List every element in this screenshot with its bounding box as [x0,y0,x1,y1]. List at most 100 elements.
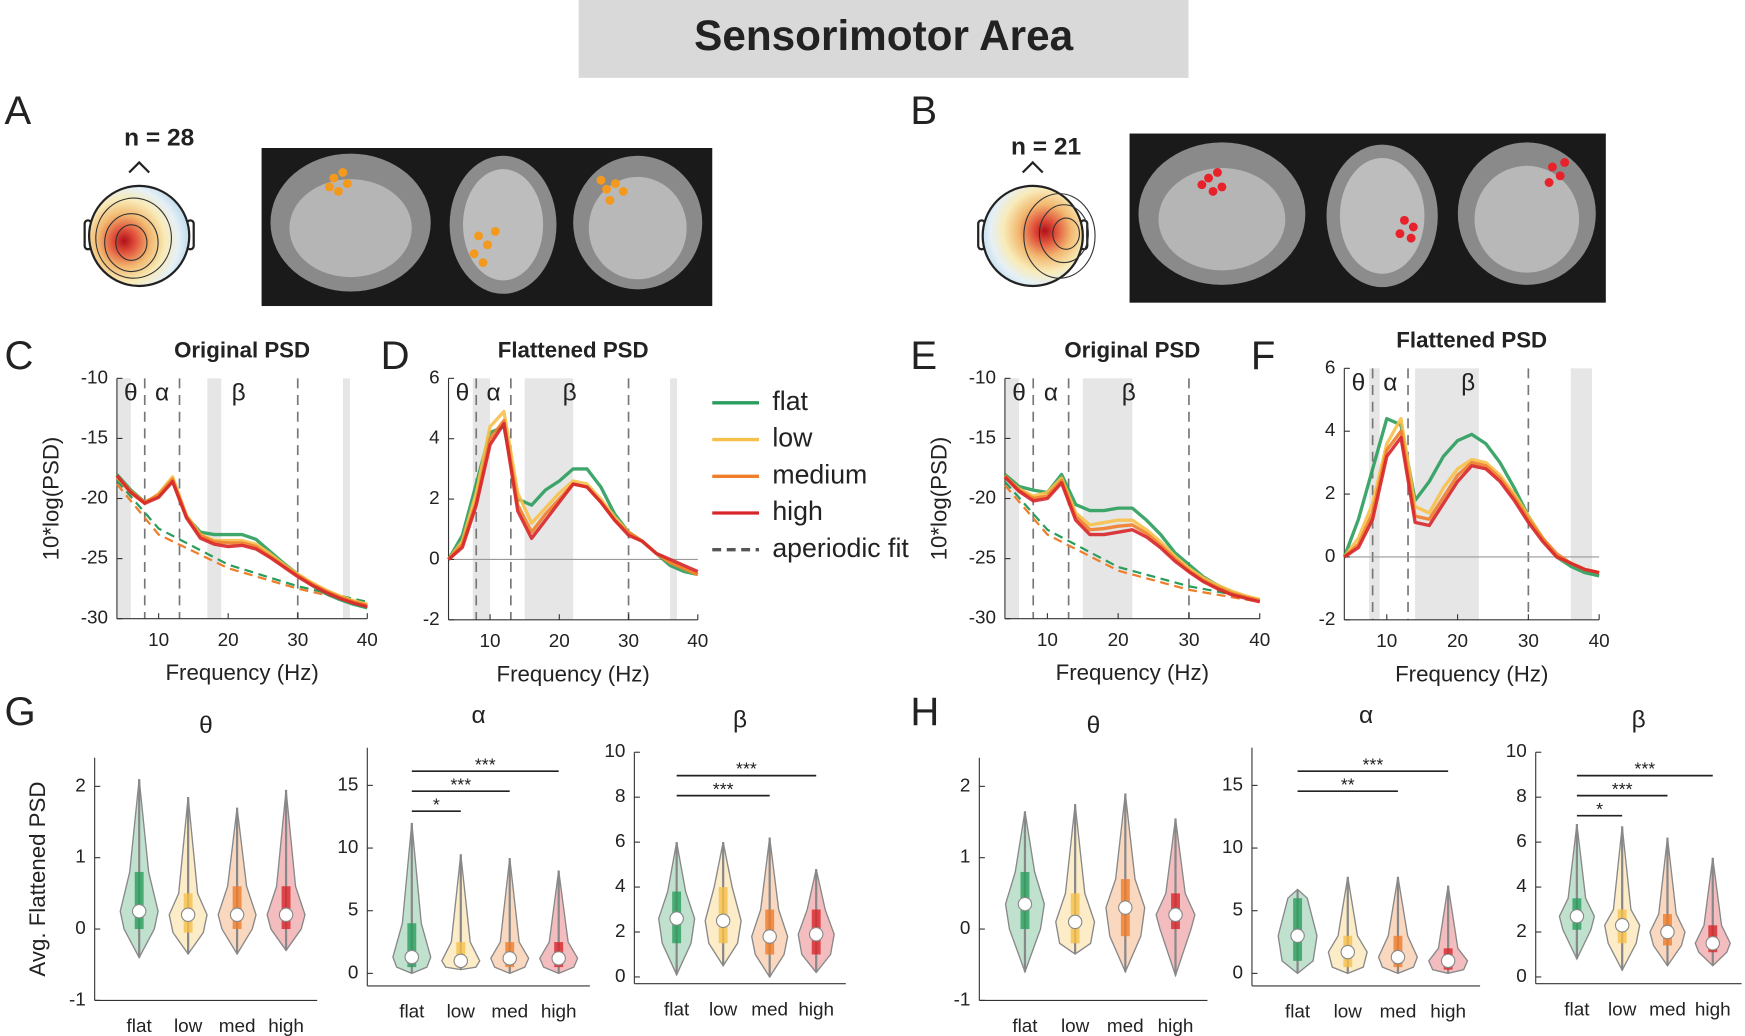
x-tick-label: high [268,1016,304,1036]
median [762,929,777,944]
x-tick-label: flat [1285,1002,1311,1023]
median [1290,928,1305,944]
legend-label: aperiodic fit [772,533,909,563]
y-tick-label: 10 [337,837,358,858]
median [1390,949,1406,965]
x-axis-label: Frequency (Hz) [1056,660,1209,685]
significance-shade [207,378,222,619]
legend-label: low [772,423,813,453]
chart-title: Original PSD [1064,338,1200,363]
y-tick-label: 10 [1222,837,1243,858]
x-tick-label: 40 [687,631,708,652]
band-label: α [1383,369,1397,396]
psd-line [1003,475,1261,604]
median [1660,924,1675,940]
title-box [578,0,1189,78]
band-label: β [563,379,577,406]
y-tick-label: 4 [615,876,626,897]
panel-label: E [910,334,937,378]
significance-label: *** [1362,754,1383,774]
x-tick-label: low [1061,1016,1090,1036]
x-axis-label: Frequency (Hz) [496,661,649,686]
y-tick-label: 6 [1325,357,1336,378]
panel-label: G [5,690,36,734]
median [1705,936,1720,951]
median [808,927,824,942]
x-tick-label: high [798,999,834,1020]
band-label: α [486,379,500,406]
chart-title: Flattened PSD [498,338,649,363]
panel-label: C [5,334,34,378]
x-tick-label: med [751,999,788,1020]
median [180,907,196,923]
legend-label: high [772,496,822,526]
aperiodic-fit [116,483,368,606]
band-label: β [1122,379,1136,406]
median [1340,944,1356,960]
y-tick-label: -20 [81,488,108,509]
y-tick-label: 15 [337,774,358,795]
significance-label: *** [475,754,496,774]
y-tick-label: 2 [960,775,971,796]
y-tick-label: 8 [1516,786,1527,807]
y-axis-label: 10*log(PSD) [926,437,951,561]
significance-label: *** [736,759,757,779]
n-label: n = 28 [124,125,194,152]
y-tick-label: 0 [348,962,359,983]
y-tick-label: 1 [75,847,86,868]
y-tick-label: 2 [615,921,626,942]
y-tick-label: -30 [969,608,996,629]
x-tick-label: 30 [1518,631,1539,652]
chart-title: α [1359,702,1373,729]
y-tick-label: -20 [969,488,996,509]
significance-label: ** [1341,774,1355,794]
x-tick-label: 20 [1447,631,1468,652]
y-tick-label: 2 [75,775,86,796]
brain-images [261,148,713,307]
x-tick-label: med [1107,1016,1144,1036]
y-tick-label: -25 [81,548,108,569]
x-tick-label: flat [127,1016,153,1036]
x-tick-label: 30 [287,630,308,651]
significance-label: * [433,794,440,814]
y-tick-label: 1 [960,847,971,868]
significance-shade [670,378,678,620]
y-tick-label: -30 [81,608,108,629]
x-tick-label: 30 [1178,630,1199,651]
y-tick-label: 10 [1506,741,1527,762]
x-tick-label: med [219,1016,256,1036]
x-tick-label: low [709,999,738,1020]
x-tick-label: high [1430,1002,1466,1023]
median [404,949,420,965]
median [1614,918,1630,933]
significance-shade [1570,368,1593,620]
y-tick-label: -15 [81,427,108,448]
y-tick-label: 0 [1325,546,1336,567]
y-tick-label: 6 [1516,831,1527,852]
significance-label: *** [713,779,734,799]
x-tick-label: 40 [1589,631,1610,652]
median [131,903,147,919]
median [1067,914,1083,930]
x-tick-label: 10 [480,631,501,652]
band-label: β [232,379,246,406]
band-label: α [155,379,169,406]
y-tick-label: 4 [429,428,440,449]
median [1569,909,1585,924]
y-tick-label: -2 [1319,609,1336,630]
median [453,953,469,969]
y-tick-label: 0 [429,548,440,569]
median [1440,953,1456,969]
band-label: θ [1012,379,1026,406]
median [229,907,245,923]
y-tick-label: 15 [1222,774,1243,795]
x-tick-label: 10 [1037,630,1058,651]
significance-label: * [1596,799,1603,819]
median [278,907,294,923]
y-tick-label: 10 [604,741,625,762]
psd-line [115,474,368,609]
x-axis-label: Frequency (Hz) [165,660,318,685]
chart-title: Original PSD [174,338,310,363]
